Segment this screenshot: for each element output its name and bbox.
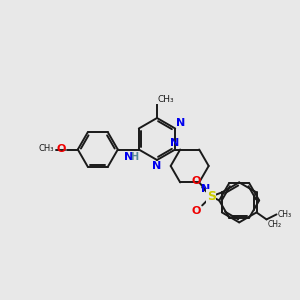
Text: N: N — [152, 161, 162, 171]
Text: CH₂: CH₂ — [268, 220, 282, 230]
Text: N: N — [124, 152, 134, 163]
Text: N: N — [201, 184, 210, 194]
Text: CH₃: CH₃ — [158, 95, 175, 104]
Text: O: O — [192, 176, 201, 186]
Text: S: S — [207, 190, 216, 203]
Text: CH₃: CH₃ — [278, 210, 292, 219]
Text: N: N — [170, 137, 179, 148]
Text: N: N — [176, 118, 185, 128]
Text: CH₃: CH₃ — [38, 144, 54, 153]
Text: H: H — [130, 152, 138, 163]
Text: O: O — [56, 145, 66, 154]
Text: O: O — [192, 206, 201, 216]
